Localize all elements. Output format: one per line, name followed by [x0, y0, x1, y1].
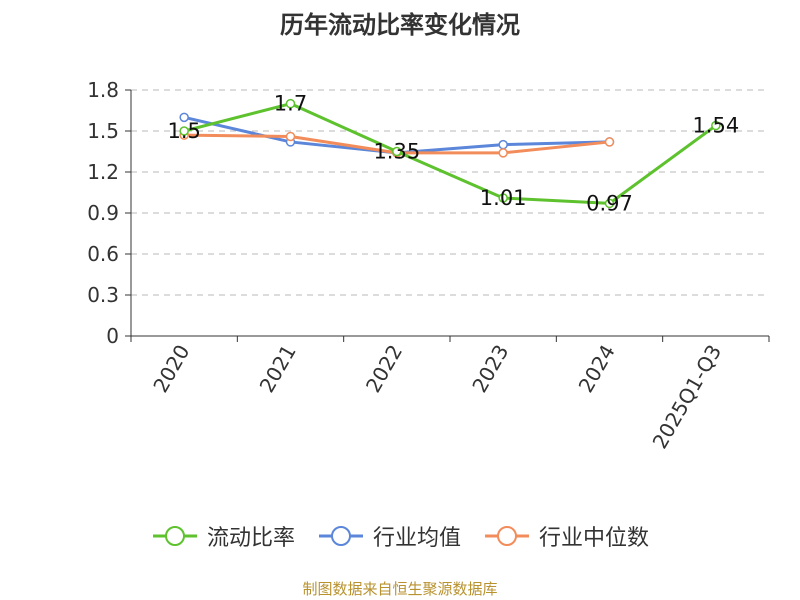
data-point-series-1 — [498, 139, 508, 150]
legend-swatch-industry-median — [485, 526, 529, 546]
data-source-note: 制图数据来自恒生聚源数据库 — [302, 580, 498, 598]
x-tick-label: 2025Q1-Q3 — [647, 341, 726, 453]
data-point-series-0 — [604, 198, 615, 209]
data-point-series-0 — [711, 120, 721, 131]
data-label: 1.5 — [167, 119, 200, 143]
y-tick-label: 0.9 — [87, 201, 119, 225]
data-label: 1.7 — [274, 92, 307, 116]
x-tick-label: 2021 — [255, 341, 301, 397]
y-tick-label: 1.5 — [87, 119, 119, 143]
data-point-series-0 — [498, 193, 508, 203]
y-tick-label: 0 — [106, 324, 119, 348]
x-tick-label: 2022 — [361, 341, 407, 397]
legend-label-current-ratio: 流动比率 — [206, 526, 295, 551]
legend-swatch-current-ratio — [152, 526, 197, 546]
data-label: 1.35 — [373, 140, 420, 164]
x-tick-label: 2024 — [574, 341, 620, 397]
data-label: 1.01 — [480, 186, 527, 210]
series-line-0 — [183, 102, 717, 205]
legend-label-industry-mean: 行业均值 — [372, 526, 461, 551]
legend: 流动比率 行业均值 行业中位数 — [0, 520, 800, 552]
data-point-series-0 — [392, 146, 402, 157]
data-label: 1.54 — [692, 114, 739, 138]
legend-swatch-industry-mean — [318, 526, 363, 546]
y-tick-label: 1.8 — [87, 78, 119, 102]
data-point-series-0 — [179, 126, 189, 136]
legend-item-current-ratio[interactable]: 流动比率 — [151, 520, 295, 552]
legend-item-industry-mean[interactable]: 行业均值 — [317, 520, 461, 552]
data-label: 0.97 — [586, 191, 633, 215]
legend-label-industry-median: 行业中位数 — [539, 526, 650, 551]
y-tick-label: 1.2 — [87, 160, 119, 184]
line-chart: 0 0.3 0.6 0.9 1.2 1.5 1.8 2020 2021 2022 2023 2024 2… — [87, 78, 770, 453]
y-tick-label: 0.3 — [87, 283, 119, 307]
data-point-series-2 — [498, 148, 508, 158]
data-point-series-2 — [285, 131, 296, 142]
data-point-series-2 — [604, 137, 615, 147]
data-point-series-1 — [179, 112, 189, 123]
x-tick-label: 2020 — [148, 341, 194, 397]
data-point-series-0 — [285, 98, 296, 109]
y-tick-label: 0.6 — [87, 242, 119, 266]
x-tick-label: 2023 — [467, 340, 513, 396]
chart-title: 历年流动比率变化情况 — [280, 11, 520, 39]
legend-item-industry-median[interactable]: 行业中位数 — [483, 520, 649, 552]
